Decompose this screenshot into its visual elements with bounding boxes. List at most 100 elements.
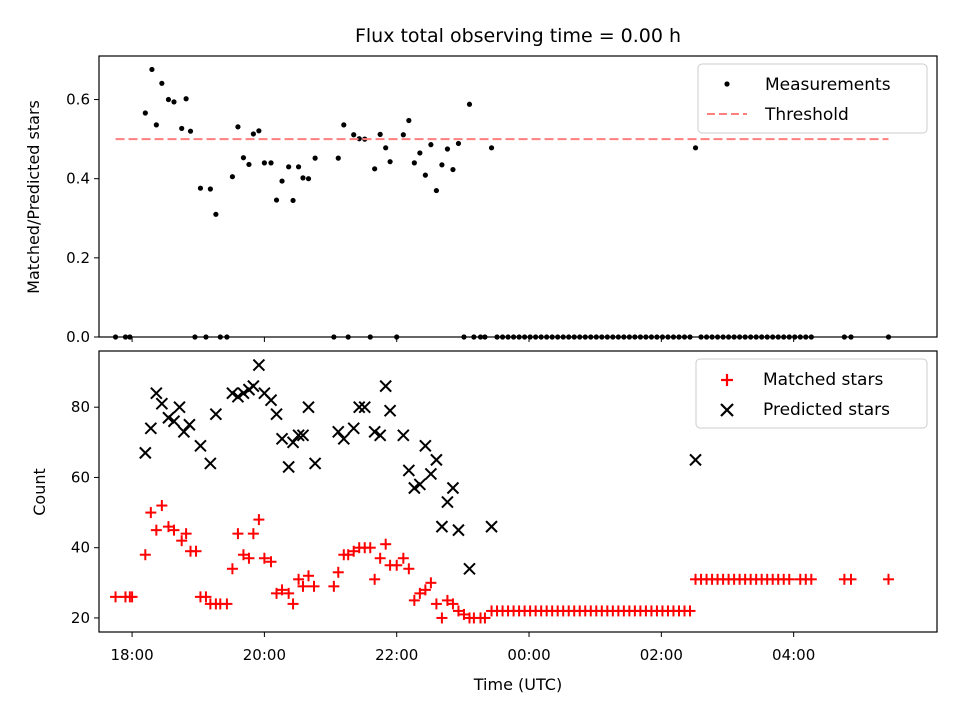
predicted-star-point <box>264 393 278 407</box>
predicted-star-point <box>430 453 443 467</box>
measurement-point <box>240 155 247 161</box>
measurement-point <box>411 160 417 166</box>
measurement-point <box>372 166 378 172</box>
x-tick-label: 04:00 <box>772 646 815 664</box>
bottom-x-ticks: 18:00 20:00 22:00 00:00 02:00 04:00 <box>110 632 815 664</box>
predicted-star-point <box>689 453 702 467</box>
matched-star-point <box>458 608 470 620</box>
predicted-star-point <box>275 432 289 446</box>
matched-star-point <box>176 535 188 547</box>
matched-star-point <box>783 573 795 585</box>
top-plot-frame <box>98 55 938 338</box>
matched-star-point <box>479 612 491 624</box>
predicted-star-point <box>237 386 250 400</box>
count-marks <box>110 358 894 624</box>
predicted-star-point <box>383 404 397 417</box>
predicted-star-point <box>373 429 387 442</box>
measurement-point <box>235 124 241 130</box>
measurement-point <box>295 164 302 170</box>
legend-predicted-marker <box>720 403 734 417</box>
measurement-point <box>183 96 189 102</box>
matched-star-point <box>237 549 249 561</box>
predicted-star-point <box>155 397 169 410</box>
matched-star-point <box>150 524 162 536</box>
measurement-point <box>422 172 428 178</box>
matched-star-point <box>342 549 354 561</box>
top-y-tick-label: 0.4 <box>66 170 90 188</box>
bottom-y-ticks: 20 40 60 80 <box>71 398 99 627</box>
matched-star-point <box>156 500 168 512</box>
bottom-y-tick-label: 60 <box>71 468 90 486</box>
measurement-point <box>261 160 267 166</box>
matched-star-point <box>180 528 192 540</box>
matched-star-point <box>276 584 288 596</box>
measurement-point <box>455 140 462 147</box>
measurement-point <box>300 175 306 181</box>
predicted-star-point <box>139 446 152 460</box>
matched-star-point <box>110 591 122 603</box>
matched-star-point <box>145 507 157 519</box>
predicted-star-point <box>167 415 181 428</box>
bottom-y-tick-label: 80 <box>71 398 90 416</box>
top-panel: 0.0 0.2 0.4 0.6 Matched/Predicted stars Mea… <box>24 55 938 346</box>
matched-star-point <box>297 580 309 592</box>
matched-star-point <box>265 556 277 568</box>
measurement-point <box>377 131 383 137</box>
predicted-star-point <box>463 562 476 575</box>
matched-star-point <box>293 573 305 585</box>
matched-star-point <box>221 598 233 610</box>
measurement-point <box>400 132 406 138</box>
measurement-point <box>341 122 347 128</box>
predicted-star-point <box>337 432 350 446</box>
predicted-star-point <box>308 457 322 470</box>
measurement-point <box>273 197 280 203</box>
predicted-star-point <box>332 425 345 438</box>
predicted-star-point <box>177 425 191 438</box>
measurement-point <box>450 166 456 173</box>
legend-matched-label: Matched stars <box>763 370 883 390</box>
legend-measurements-marker <box>724 81 730 87</box>
top-y-axis-label: Matched/Predicted stars <box>24 100 43 294</box>
measurement-point <box>213 211 219 217</box>
top-legend: Measurements Threshold <box>697 63 928 134</box>
measurement-point <box>250 131 256 137</box>
measurement-point <box>428 142 434 148</box>
matched-star-point <box>403 563 415 575</box>
predicted-star-point <box>204 457 217 470</box>
matched-star-point <box>397 552 409 564</box>
matched-star-point <box>168 524 180 536</box>
matched-star-point <box>287 598 299 610</box>
matched-star-point <box>374 552 386 564</box>
predicted-star-point <box>226 386 239 400</box>
predicted-star-point <box>446 481 460 495</box>
predicted-star-point <box>452 523 465 537</box>
measurement-point <box>179 125 185 132</box>
predicted-star-point <box>302 400 315 414</box>
matched-star-point <box>441 594 453 606</box>
predicted-star-point <box>173 400 186 414</box>
matched-star-point <box>253 514 265 526</box>
measurement-point <box>142 110 148 116</box>
predicted-star-point <box>270 408 283 421</box>
measurement-point <box>433 187 440 194</box>
matched-star-point <box>436 612 448 624</box>
matched-star-point <box>258 552 270 564</box>
measurement-point <box>165 96 172 103</box>
predicted-star-point <box>247 379 260 393</box>
predicted-star-point <box>282 460 295 474</box>
predicted-star-point <box>209 408 223 421</box>
matched-star-point <box>684 605 696 617</box>
predicted-star-point <box>413 478 427 491</box>
measurement-point <box>351 132 357 138</box>
bottom-y-axis-label: Count <box>30 468 49 516</box>
predicted-star-point <box>162 411 175 424</box>
measurement-point <box>444 146 451 152</box>
measurement-point <box>286 164 292 170</box>
measurement-point <box>290 197 296 204</box>
measurement-point <box>466 101 473 107</box>
matched-star-point <box>845 573 857 585</box>
matched-star-point <box>243 552 255 564</box>
top-y-ticks: 0.0 0.2 0.4 0.6 <box>66 91 99 346</box>
matched-star-point <box>447 598 459 610</box>
measurement-point <box>439 162 445 168</box>
